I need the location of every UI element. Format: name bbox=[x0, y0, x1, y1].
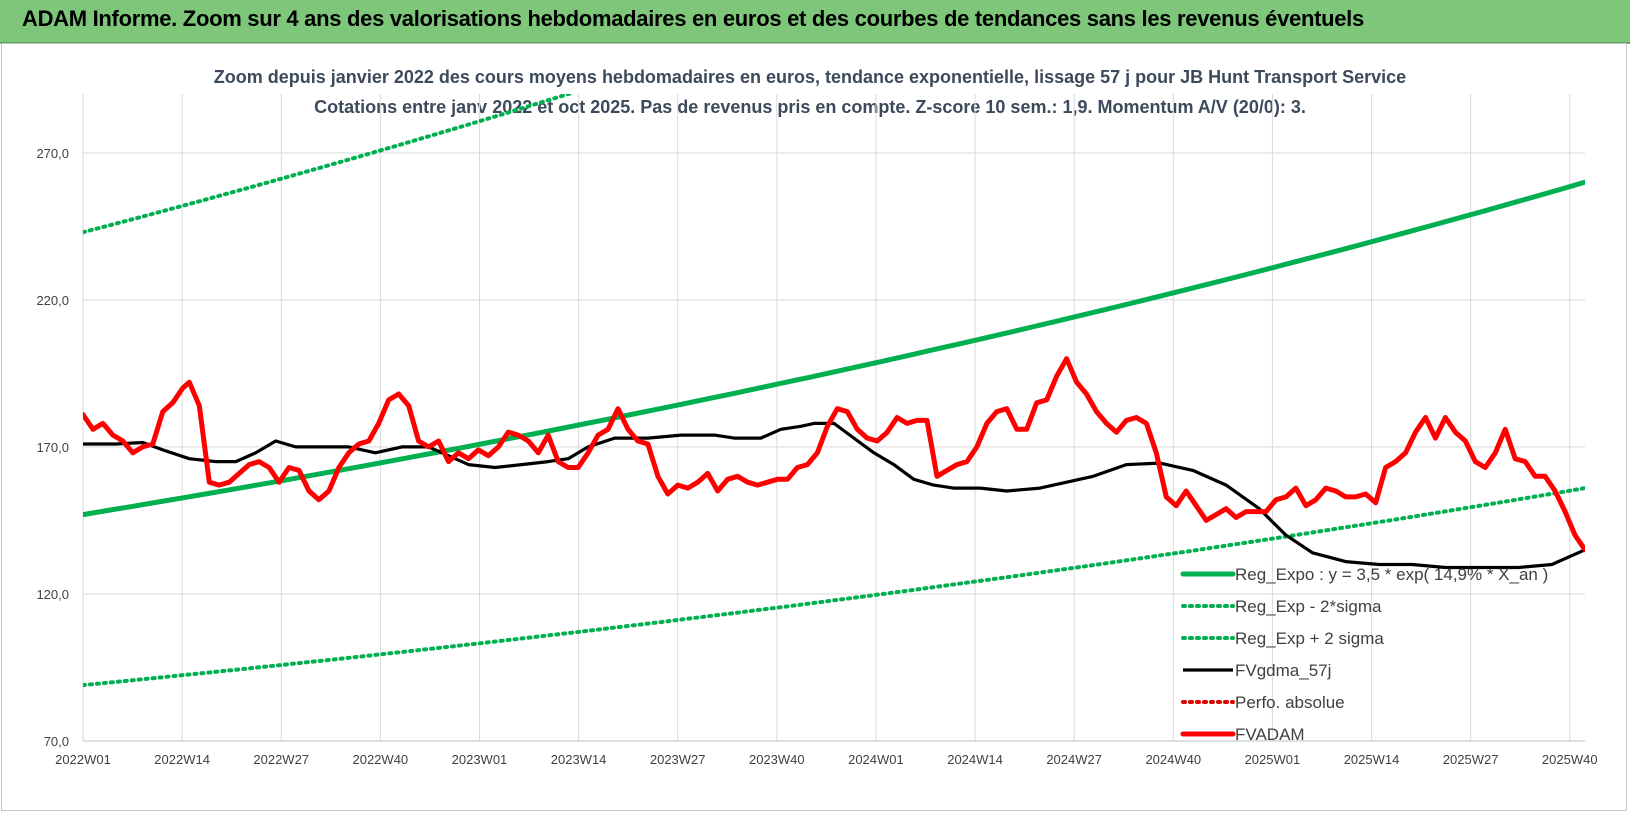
x-tick-label: 2024W01 bbox=[848, 752, 904, 767]
x-tick-label: 2024W27 bbox=[1046, 752, 1102, 767]
x-tick-label: 2023W27 bbox=[650, 752, 706, 767]
report-header: ADAM Informe. Zoom sur 4 ans des valoris… bbox=[0, 0, 1630, 44]
y-tick-label: 170,0 bbox=[36, 440, 69, 455]
series-line-1 bbox=[83, 486, 1585, 688]
x-axis-labels: 2022W01 2022W14 2022W27 2022W40 2023W01 2023W… bbox=[55, 752, 1597, 767]
y-tick-label: 220,0 bbox=[36, 293, 69, 308]
x-tick-label: 2025W14 bbox=[1344, 752, 1400, 767]
y-tick-label: 270,0 bbox=[36, 146, 69, 161]
plot-area bbox=[83, 94, 1585, 688]
legend-label-5: FVADAM bbox=[1235, 725, 1305, 744]
x-tick-label: 2022W14 bbox=[154, 752, 210, 767]
x-tick-label: 2025W27 bbox=[1443, 752, 1499, 767]
x-tick-label: 2024W14 bbox=[947, 752, 1003, 767]
legend-label-0: Reg_Expo : y = 3,5 * exp( 14,9% * X_an ) bbox=[1235, 565, 1548, 584]
chart-subtitle: Cotations entre janv 2022 et oct 2025. P… bbox=[314, 97, 1306, 117]
x-tick-label: 2022W40 bbox=[353, 752, 409, 767]
x-tick-label: 2022W01 bbox=[55, 752, 111, 767]
x-tick-label: 2023W40 bbox=[749, 752, 805, 767]
legend: Reg_Expo : y = 3,5 * exp( 14,9% * X_an )… bbox=[1180, 565, 1548, 744]
series-line-5 bbox=[83, 356, 1585, 553]
series-line-0 bbox=[83, 179, 1585, 518]
x-tick-label: 2023W01 bbox=[452, 752, 508, 767]
x-tick-label: 2024W40 bbox=[1145, 752, 1201, 767]
x-tick-label: 2022W27 bbox=[253, 752, 309, 767]
report-title: ADAM Informe. Zoom sur 4 ans des valoris… bbox=[22, 6, 1364, 31]
legend-label-2: Reg_Exp + 2 sigma bbox=[1235, 629, 1384, 648]
legend-label-4: Perfo. absolue bbox=[1235, 693, 1345, 712]
legend-label-1: Reg_Exp - 2*sigma bbox=[1235, 597, 1382, 616]
x-tick-label: 2023W14 bbox=[551, 752, 607, 767]
chart-title: Zoom depuis janvier 2022 des cours moyen… bbox=[214, 67, 1406, 87]
series-line-2 bbox=[83, 94, 575, 235]
y-tick-label: 120,0 bbox=[36, 587, 69, 602]
y-axis-labels: 70,0 120,0 170,0 220,0 270,0 bbox=[36, 146, 69, 749]
x-tick-label: 2025W40 bbox=[1542, 752, 1598, 767]
legend-label-3: FVgdma_57j bbox=[1235, 661, 1331, 680]
chart: Zoom depuis janvier 2022 des cours moyen… bbox=[36, 67, 1597, 767]
x-tick-label: 2025W01 bbox=[1245, 752, 1301, 767]
chart-grid bbox=[82, 94, 1585, 742]
series-line-3 bbox=[83, 421, 1585, 570]
y-tick-label: 70,0 bbox=[44, 734, 69, 749]
